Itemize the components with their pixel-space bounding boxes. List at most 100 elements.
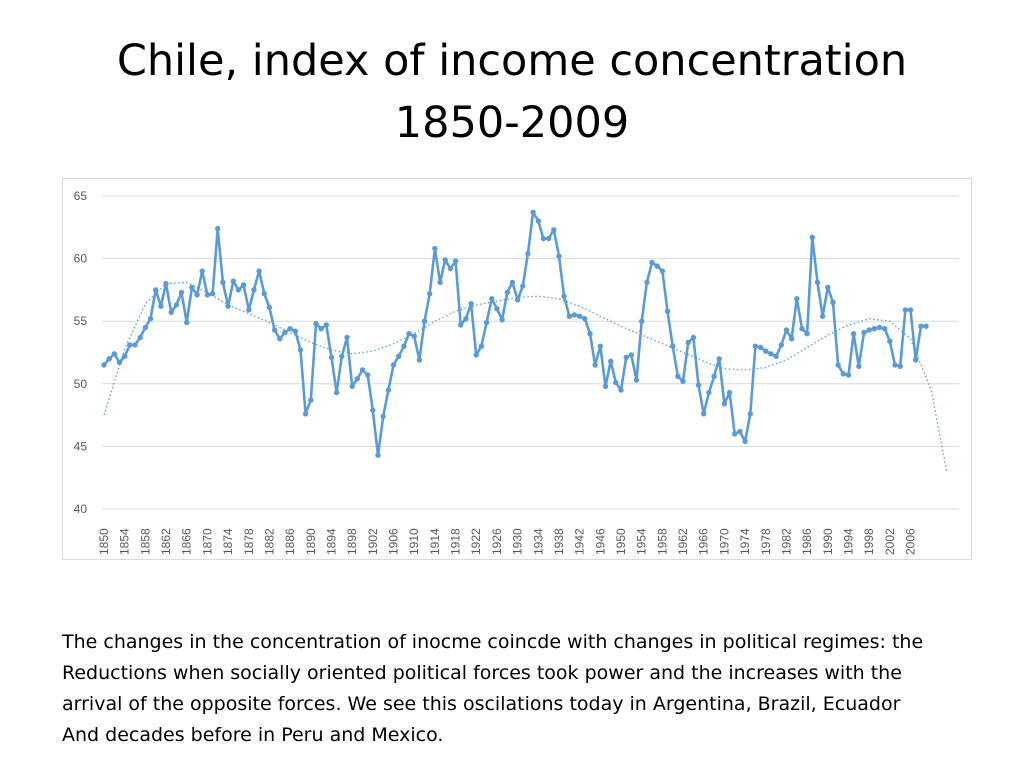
data-point [592, 362, 598, 368]
data-point [633, 377, 640, 383]
data-point [199, 268, 205, 274]
data-point [458, 322, 464, 328]
data-point [116, 359, 123, 366]
data-point [556, 253, 562, 259]
data-point [478, 343, 485, 349]
data-point [261, 291, 267, 297]
x-tick-label: 1998 [862, 528, 876, 555]
x-tick-label: 1990 [821, 528, 835, 555]
x-tick-label: 1858 [138, 528, 152, 555]
data-point [571, 312, 578, 318]
trendline [103, 281, 948, 472]
data-point [411, 333, 417, 339]
data-point [918, 323, 924, 329]
x-tick-label: 1974 [738, 528, 752, 555]
data-point [499, 317, 505, 323]
data-point [545, 235, 552, 242]
x-tick-label: 1994 [841, 528, 855, 555]
income-concentration-line-chart: 40 45 50 55 60 65 1850 1854 1858 1862 1866 1870 187… [74, 189, 959, 555]
x-tick-label: 1862 [159, 528, 173, 555]
data-point [794, 296, 800, 302]
x-tick-label: 1886 [283, 528, 297, 555]
x-tick-label: 1914 [428, 528, 442, 555]
data-point [814, 279, 821, 286]
data-point [240, 282, 247, 288]
data-point [153, 287, 159, 293]
data-point [830, 299, 836, 306]
data-point [902, 307, 909, 313]
data-point [256, 268, 262, 274]
data-point [251, 287, 257, 293]
data-point [597, 343, 603, 349]
data-point [287, 326, 293, 332]
data-point [173, 302, 180, 308]
data-point [882, 326, 888, 332]
data-point [628, 352, 634, 358]
y-axis-tick-labels: 40 45 50 55 60 65 [74, 189, 88, 516]
data-point [111, 351, 117, 357]
data-point [711, 373, 717, 379]
data-point [308, 397, 314, 403]
data-point [473, 352, 479, 358]
data-point [840, 371, 846, 377]
data-point [375, 452, 381, 458]
data-point [706, 389, 712, 396]
data-point [365, 372, 371, 378]
data-point [359, 367, 366, 373]
data-point [390, 362, 397, 368]
data-point [587, 331, 593, 337]
data-point [509, 279, 516, 286]
x-tick-label: 1850 [97, 528, 111, 555]
x-tick-label: 1874 [221, 528, 235, 555]
data-point [530, 209, 536, 215]
data-point [514, 297, 521, 303]
data-point [747, 411, 753, 417]
data-point [313, 321, 319, 327]
data-point [302, 411, 309, 417]
data-point [582, 316, 588, 322]
data-point [608, 358, 614, 364]
data-point [158, 303, 164, 309]
x-tick-label: 1882 [262, 528, 276, 555]
data-point [721, 401, 728, 407]
x-tick-label: 1926 [490, 528, 504, 555]
data-point [861, 329, 867, 336]
data-point [757, 344, 764, 351]
x-tick-label: 1918 [449, 528, 463, 555]
data-point [520, 283, 526, 289]
data-point [732, 431, 738, 437]
x-tick-label: 1922 [469, 528, 483, 555]
data-point [328, 354, 335, 361]
data-point [913, 357, 919, 363]
y-tick-label: 40 [74, 502, 88, 516]
data-point [447, 265, 454, 272]
data-point [452, 258, 459, 264]
data-point [866, 327, 872, 333]
data-point [442, 257, 448, 263]
data-point [685, 339, 691, 346]
caption-line-4: And decades before in Peru and Mexico. [62, 724, 444, 746]
x-tick-label: 1930 [511, 528, 525, 555]
gridlines [102, 195, 959, 510]
data-point [349, 383, 355, 389]
data-point [618, 387, 624, 393]
data-point [835, 362, 841, 368]
data-point [763, 348, 769, 354]
data-point [892, 362, 898, 368]
data-point [370, 407, 376, 413]
data-point [716, 356, 722, 362]
data-point [204, 292, 211, 298]
data-point [639, 318, 645, 324]
data-point [282, 329, 288, 336]
data-point [421, 318, 428, 324]
data-point [675, 373, 681, 379]
data-point [701, 411, 707, 417]
x-tick-label: 1986 [800, 528, 814, 555]
x-tick-label: 1946 [593, 528, 607, 555]
data-point [907, 307, 914, 313]
data-point [825, 284, 831, 291]
data-point [819, 313, 826, 319]
data-point [576, 313, 583, 319]
data-point [654, 263, 660, 269]
data-point [323, 322, 329, 328]
